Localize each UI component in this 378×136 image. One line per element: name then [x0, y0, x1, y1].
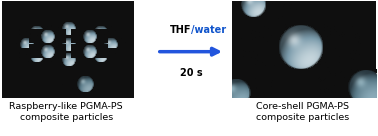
Text: THF: THF — [169, 25, 191, 35]
Text: /water: /water — [191, 25, 226, 35]
Text: 20 s: 20 s — [180, 68, 202, 78]
Bar — [232, 1, 376, 98]
Bar — [2, 1, 134, 98]
Text: Core-shell PGMA-PS
composite particles: Core-shell PGMA-PS composite particles — [256, 102, 349, 122]
Text: Raspberry-like PGMA-PS
composite particles: Raspberry-like PGMA-PS composite particl… — [9, 102, 123, 122]
